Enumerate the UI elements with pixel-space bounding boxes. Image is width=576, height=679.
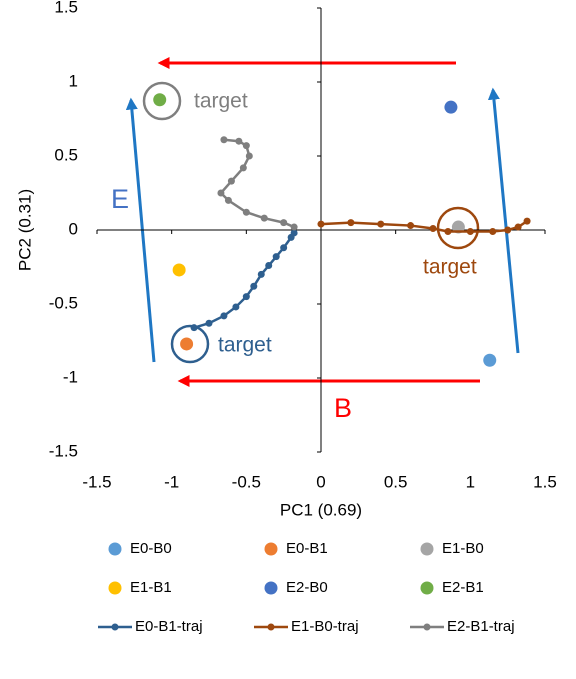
trajectory-point [514, 223, 522, 231]
legend-label: E1-B0-traj [291, 618, 359, 635]
y-axis-title: PC2 (0.31) [15, 189, 34, 271]
trajectory-point [290, 229, 298, 237]
trajectory-point [290, 223, 298, 231]
trajectory-point [224, 196, 232, 204]
annotation: target [194, 90, 248, 113]
trajectory-point [217, 189, 225, 197]
trajectory-line [193, 232, 296, 329]
trajectory-point [260, 214, 268, 222]
y-tick-label: -1.5 [49, 441, 78, 460]
trajectory-point [232, 303, 240, 311]
trajectory-point [242, 208, 250, 216]
legend-label: E0-B0 [130, 540, 172, 557]
trajectory-point [257, 270, 265, 278]
legend-label: E2-B0 [286, 579, 328, 596]
arrows [125, 57, 520, 387]
trajectory-point [242, 142, 250, 150]
trajectory-point [280, 219, 288, 227]
trajectory-point [466, 227, 474, 235]
point [180, 337, 194, 351]
legend-marker [264, 542, 278, 556]
trajectory-point [250, 282, 258, 290]
trajectory-point [245, 152, 253, 160]
trajectory-point [280, 244, 288, 252]
point [483, 353, 497, 367]
annotation: target [218, 334, 272, 357]
y-tick-label: -1 [63, 367, 78, 386]
legend-marker [423, 623, 431, 631]
x-tick-label: 1 [466, 472, 475, 491]
y-tick-label: 1.5 [54, 0, 78, 16]
legend-marker [420, 542, 434, 556]
annotation: E [111, 184, 129, 214]
annotation: B [334, 393, 352, 423]
legend-marker [267, 623, 275, 631]
trajectory-point [429, 225, 437, 233]
y-tick-label: -0.5 [49, 293, 78, 312]
trajectory-point [272, 253, 280, 261]
legend-marker [420, 581, 434, 595]
trajectory-point [235, 137, 243, 145]
trajectory-point [227, 177, 235, 185]
legend-label: E2-B1-traj [447, 618, 515, 635]
trajectory-point [377, 220, 385, 228]
x-tick-label: 0.5 [384, 472, 408, 491]
trajectory-point [190, 324, 198, 332]
trajectory-point [489, 227, 497, 235]
trajectory-point [220, 312, 228, 320]
trajectory-point [523, 217, 531, 225]
annotation: target [423, 256, 477, 279]
x-tick-label: -0.5 [232, 472, 261, 491]
trajectory-point [239, 164, 247, 172]
trajectory-point [444, 227, 452, 235]
trajectory-point [347, 219, 355, 227]
legend-marker [264, 581, 278, 595]
x-tick-label: 1.5 [533, 472, 557, 491]
legend-marker [108, 581, 122, 595]
trajectory-point [317, 220, 325, 228]
trajectory-point [407, 222, 415, 230]
legend-label: E1-B1 [130, 579, 172, 596]
legend-label: E0-B1 [286, 540, 328, 557]
y-tick-label: 1 [69, 71, 78, 90]
x-axis-title: PC1 (0.69) [280, 500, 362, 519]
legend-label: E1-B0 [442, 540, 484, 557]
point [153, 93, 167, 107]
point [444, 100, 458, 114]
y-tick-label: 0 [69, 219, 78, 238]
trajectory-point [205, 319, 213, 327]
trajectory-point [265, 262, 273, 270]
x-tick-label: 0 [316, 472, 325, 491]
trajectory-point [504, 226, 512, 234]
legend-label: E0-B1-traj [135, 618, 203, 635]
legend-marker [111, 623, 119, 631]
trajectory-point [220, 136, 228, 144]
point [172, 263, 186, 277]
legend-label: E2-B1 [442, 579, 484, 596]
legend-marker [108, 542, 122, 556]
x-tick-label: -1.5 [82, 472, 111, 491]
x-tick-label: -1 [164, 472, 179, 491]
y-tick-label: 0.5 [54, 145, 78, 164]
trajectory-point [242, 293, 250, 301]
